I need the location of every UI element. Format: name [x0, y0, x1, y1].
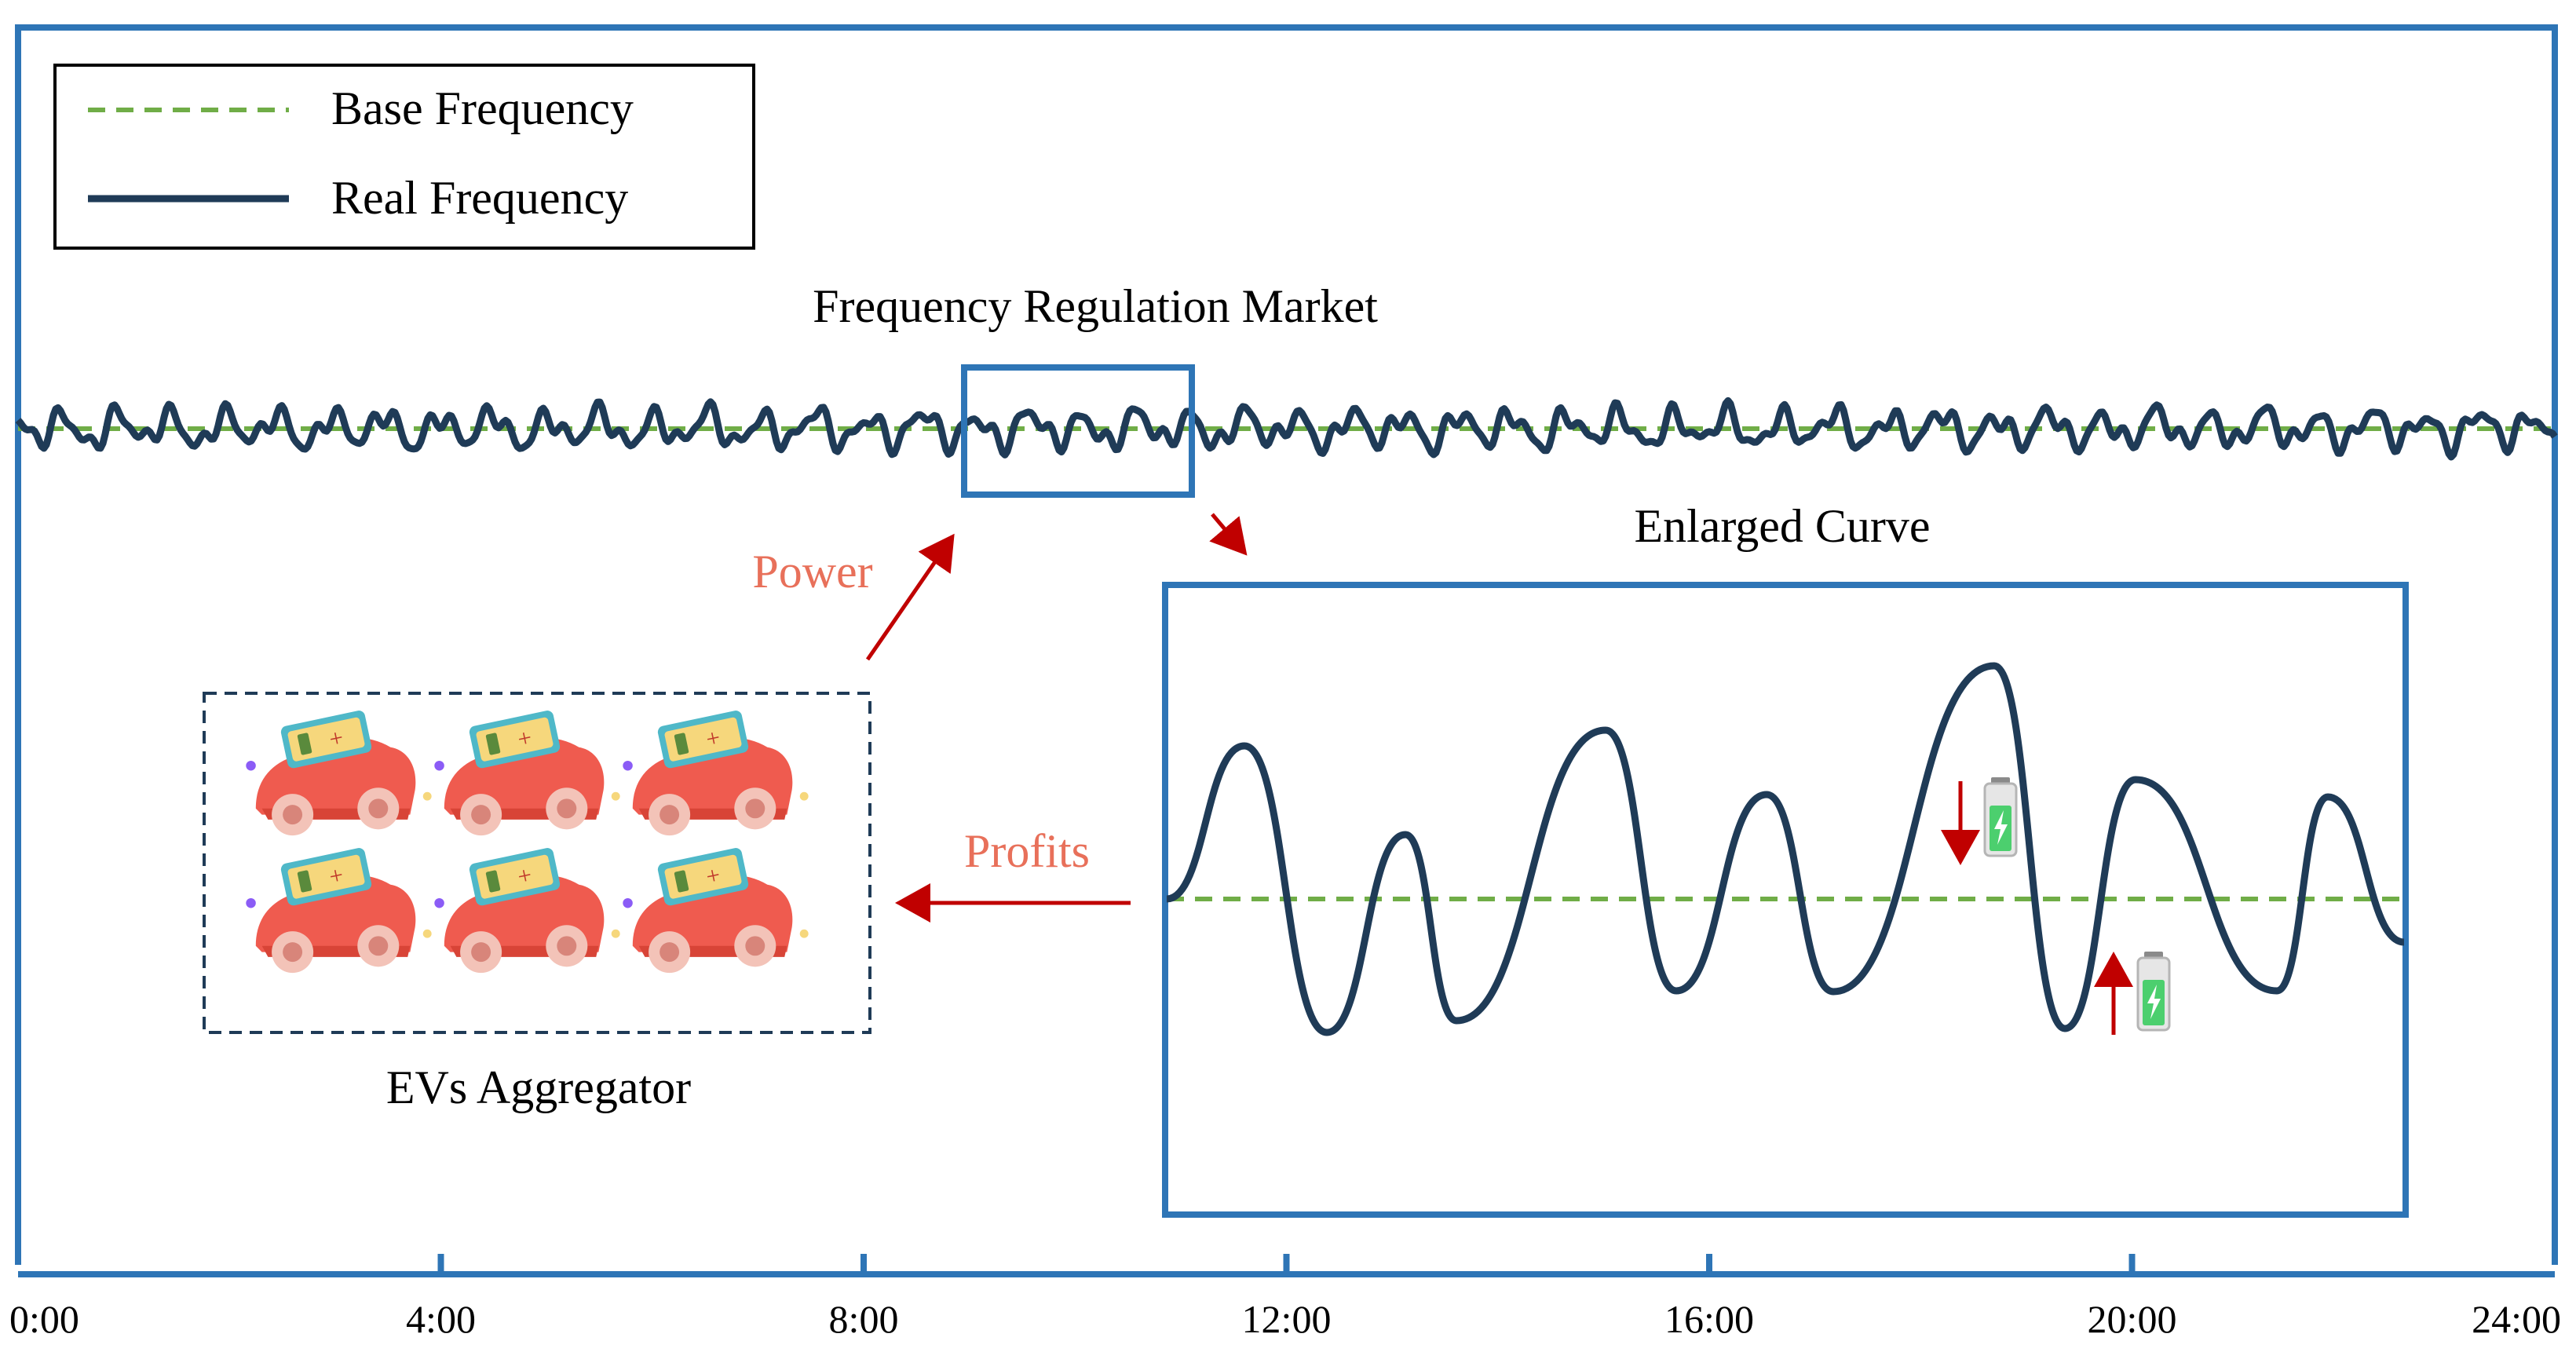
ev-grid: [246, 709, 809, 974]
main-real-curve: [15, 396, 2558, 461]
legend-real-label: Real Frequency: [331, 172, 628, 224]
profits-label: Profits: [964, 825, 1090, 877]
battery-icon-charge: [2136, 950, 2171, 1032]
legend-box: [53, 64, 755, 250]
ev-icon: [246, 709, 432, 836]
legend-base-label: Base Frequency: [331, 82, 634, 134]
ev-icon: [623, 846, 809, 974]
time-ticks: 0:00 4:00 8:00 12:00 16:00 20:00 24:00: [9, 1254, 2561, 1341]
diagram-title: Frequency Regulation Market: [813, 280, 1378, 332]
legend: Base Frequency Real Frequency: [53, 64, 755, 250]
time-tick-label: 0:00: [9, 1297, 79, 1341]
time-tick-label: 4:00: [406, 1297, 476, 1341]
ev-icon: [246, 846, 432, 974]
time-tick-label: 12:00: [1242, 1297, 1332, 1341]
aggregator-label: EVs Aggregator: [386, 1062, 691, 1113]
power-label: Power: [752, 546, 872, 597]
outer-frame: [15, 24, 2558, 1265]
time-tick-label: 24:00: [2472, 1297, 2561, 1341]
zoom-box: [961, 364, 1195, 498]
ev-icon: [623, 709, 809, 836]
battery-icon-discharge: [1983, 776, 2018, 857]
enlarged-real-curve: [1166, 662, 2405, 1036]
ev-icon: [434, 709, 620, 836]
zoom-arrow: [1209, 513, 1248, 556]
time-tick-label: 8:00: [829, 1297, 899, 1341]
ev-icon: [434, 846, 620, 974]
time-tick-label: 16:00: [1664, 1297, 1754, 1341]
enlarged-title: Enlarged Curve: [1634, 500, 1930, 552]
power-arrow: [865, 533, 955, 661]
time-tick-label: 20:00: [2088, 1297, 2177, 1341]
aggregator-box: [203, 692, 871, 1034]
